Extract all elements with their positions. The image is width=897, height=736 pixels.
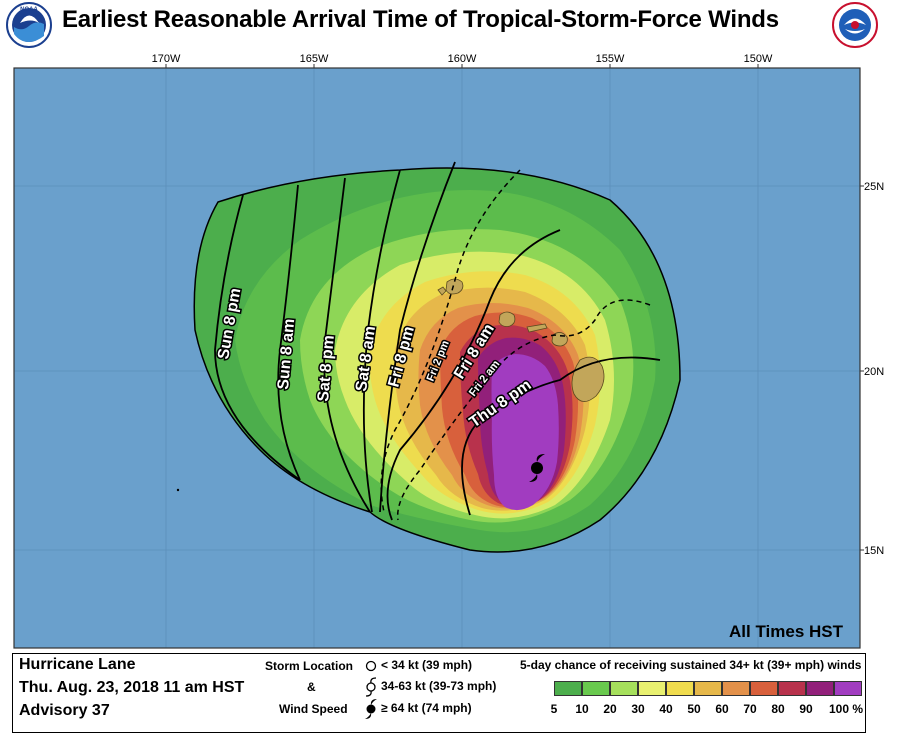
misc-point [176, 488, 180, 492]
scale-tick-label: 30 [631, 702, 645, 716]
lon-label: 170W [152, 53, 181, 65]
scale-swatch [722, 681, 750, 696]
header: NOAA Earliest Reasonable Arrival Time of… [0, 0, 897, 50]
scale-swatch [694, 681, 722, 696]
advisory-date: Thu. Aug. 23, 2018 11 am HST [19, 679, 245, 696]
island-oahu [498, 311, 516, 327]
ampersand-label: & [307, 680, 316, 694]
scale-tick-label: 60 [715, 702, 729, 716]
legend-symbol-label: ≥ 64 kt (74 mph) [381, 701, 472, 715]
storm-location-label: Storm Location [265, 659, 354, 673]
wind-speed-label: Wind Speed [279, 702, 348, 716]
lon-label: 160W [448, 53, 477, 65]
contour-sat-8am [362, 169, 401, 513]
contour-sat-8pm [323, 177, 371, 513]
scale-tick-label: 40 [659, 702, 673, 716]
arrival-time-contours-dashed [380, 169, 651, 521]
island-niihau [437, 286, 447, 296]
arrival-time-contours [214, 161, 661, 521]
scale-swatch [666, 681, 694, 696]
scale-swatch [834, 681, 862, 696]
scale-tick-label: 10 [575, 702, 589, 716]
scale-swatch [638, 681, 666, 696]
map-border [13, 67, 861, 649]
scale-tick-label: 90 [799, 702, 813, 716]
svg-text:NOAA: NOAA [20, 7, 38, 13]
scale-swatch [806, 681, 834, 696]
contour-fri-2am [396, 299, 651, 521]
probability-scale-title: 5-day chance of receiving sustained 34+ … [520, 658, 862, 672]
lat-label: 15N [864, 545, 884, 557]
storm-name: Hurricane Lane [19, 656, 136, 673]
lon-label: 150W [744, 53, 773, 65]
hurricane-icon [529, 454, 545, 482]
legend-symbol-label: 34-63 kt (39-73 mph) [381, 679, 497, 693]
scale-swatch [610, 681, 638, 696]
wind-probability-swath [193, 167, 681, 553]
scale-swatch [582, 681, 610, 696]
probability-map: Sun 8 pm Sun 8 am Sat 8 pm Sat 8 am Fri … [0, 50, 897, 650]
contour-fri-8am [386, 229, 561, 521]
hurricane-icon [365, 699, 377, 719]
legend-symbols [365, 660, 377, 719]
contour-fri-2pm [380, 169, 521, 513]
contour-sun-8pm [214, 194, 301, 481]
lon-label: 155W [596, 53, 625, 65]
scale-tick-label: 20 [603, 702, 617, 716]
times-note: All Times HST [729, 622, 844, 641]
noaa-logo-icon: NOAA [6, 2, 52, 48]
legend-panel: Hurricane Lane Thu. Aug. 23, 2018 11 am … [12, 653, 866, 733]
contour-fri-8pm [379, 161, 456, 513]
scale-tick-label: 5 [550, 702, 558, 716]
island-molokai [526, 323, 548, 333]
nws-logo-icon [832, 2, 878, 48]
lat-label: 25N [864, 181, 884, 193]
open-circle-icon [365, 660, 377, 672]
contour-thu-8pm [461, 356, 661, 516]
scale-swatch [750, 681, 778, 696]
contour-sun-8am [277, 184, 301, 481]
lat-label: 20N [864, 366, 884, 378]
scale-tick-label: 50 [687, 702, 701, 716]
lon-label: 165W [300, 53, 329, 65]
tropical-storm-icon [365, 677, 377, 697]
scale-tick-label: 100 % [828, 702, 864, 716]
scale-tick-label: 80 [771, 702, 785, 716]
longitude-labels: 170W 165W 160W 155W 150W [152, 53, 773, 65]
scale-swatch [554, 681, 582, 696]
legend-symbol-label: < 34 kt (39 mph) [381, 658, 473, 672]
scale-swatch [778, 681, 806, 696]
advisory-number: Advisory 37 [19, 702, 110, 719]
page-title: Earliest Reasonable Arrival Time of Trop… [62, 6, 779, 33]
latitude-labels: 25N 20N 15N [864, 181, 884, 557]
axis-ticks [165, 64, 864, 551]
scale-tick-label: 70 [743, 702, 757, 716]
